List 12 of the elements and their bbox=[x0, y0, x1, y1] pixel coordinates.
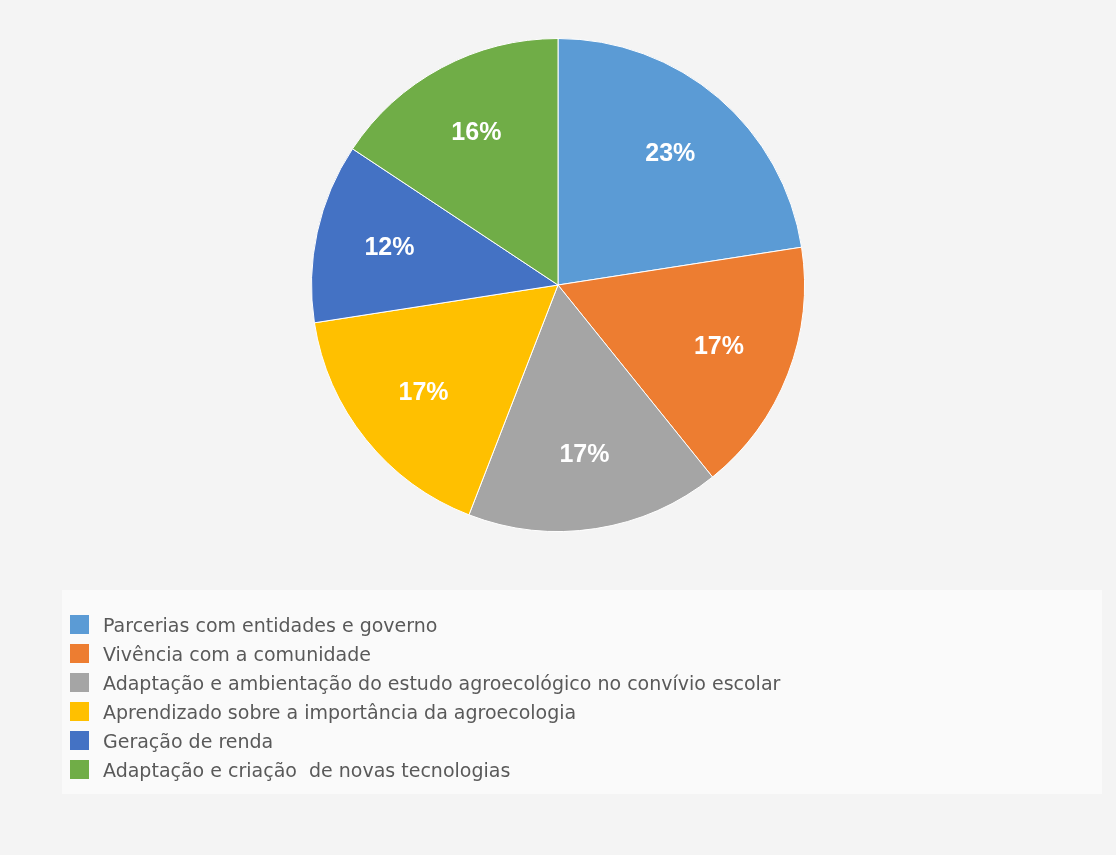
data-label: 17% bbox=[559, 439, 610, 468]
legend-label: Aprendizado sobre a importância da agroecologia bbox=[103, 700, 577, 723]
data-label: 17% bbox=[693, 331, 744, 360]
data-label: 23% bbox=[645, 137, 696, 166]
data-label: 17% bbox=[398, 377, 449, 406]
legend-label: Geração de renda bbox=[103, 729, 274, 752]
legend-label: Adaptação e criação de novas tecnologias bbox=[103, 758, 511, 781]
data-label: 16% bbox=[451, 116, 502, 145]
data-label: 12% bbox=[364, 231, 415, 260]
legend-label: Adaptação e ambientação do estudo agroecológico no convívio escolar bbox=[103, 671, 781, 694]
legend-label: Vivência com a comunidade bbox=[103, 642, 371, 665]
legend-label: Parcerias com entidades e governo bbox=[103, 613, 438, 636]
